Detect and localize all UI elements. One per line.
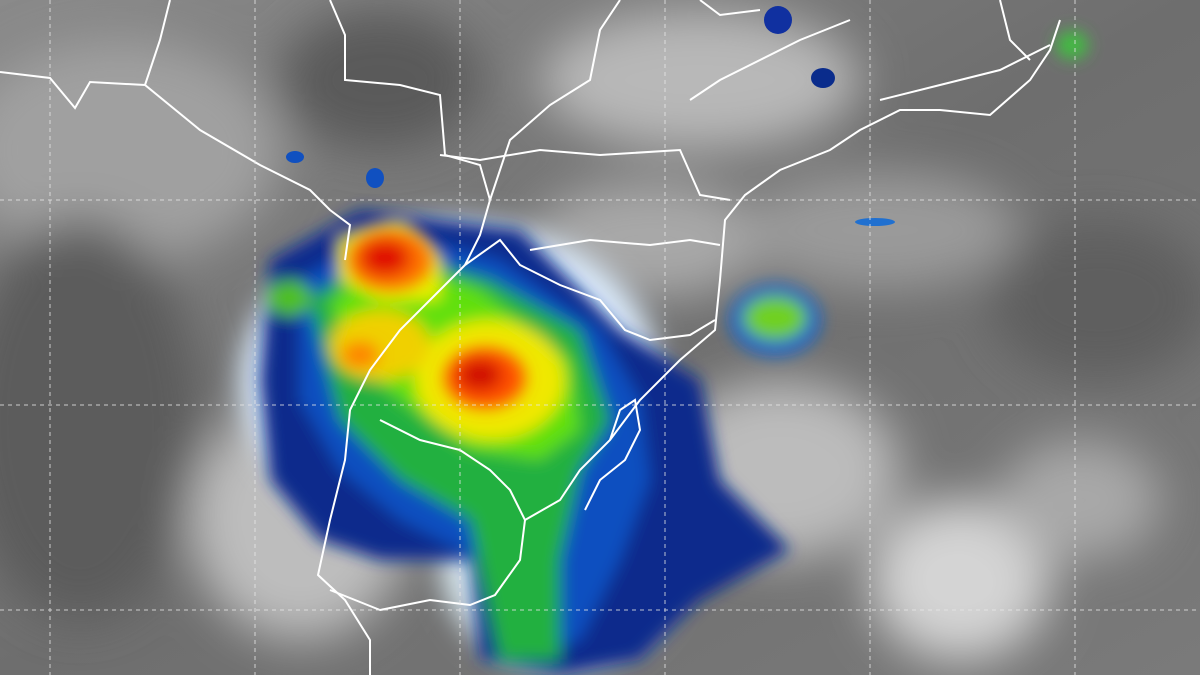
- storm-cells: [240, 6, 1088, 675]
- country-borders: [0, 0, 1061, 675]
